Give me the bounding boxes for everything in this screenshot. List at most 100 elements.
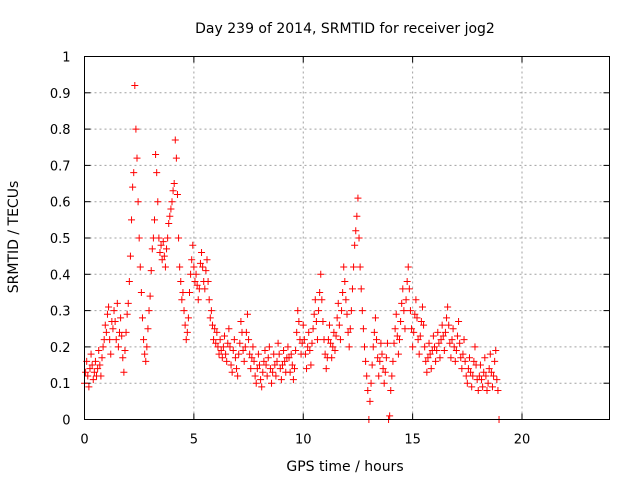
data-point [420, 321, 428, 329]
data-point [364, 386, 372, 394]
data-point [413, 314, 421, 322]
data-point [435, 339, 443, 347]
data-point [268, 379, 276, 387]
data-point [111, 317, 119, 325]
data-point [231, 354, 239, 362]
data-point [239, 347, 247, 355]
data-point [121, 347, 129, 355]
data-point [85, 383, 93, 391]
y-tick-label: 1 [62, 51, 70, 66]
data-point [388, 372, 396, 380]
y-tick-label: 0.7 [50, 159, 71, 174]
data-point [393, 332, 401, 340]
y-tick-label: 0 [62, 414, 70, 429]
data-point [102, 328, 110, 336]
data-point [131, 82, 139, 90]
data-point [421, 343, 429, 351]
data-point [306, 347, 314, 355]
y-tick-label: 0.2 [50, 341, 71, 356]
data-point [182, 336, 190, 344]
data-point [157, 241, 165, 249]
data-point [164, 234, 172, 242]
data-point [339, 288, 347, 296]
data-point [396, 336, 403, 344]
data-point [324, 336, 332, 344]
data-point [89, 376, 97, 384]
data-point [280, 347, 288, 355]
data-point [426, 350, 434, 358]
data-point [418, 303, 426, 311]
data-point [113, 299, 121, 307]
data-point [249, 343, 257, 351]
data-point [208, 321, 216, 329]
data-point [316, 288, 324, 296]
data-point [437, 336, 445, 344]
data-point [275, 350, 283, 358]
data-point [172, 154, 180, 162]
data-point [116, 328, 123, 336]
data-point [329, 343, 337, 351]
data-point [438, 321, 446, 329]
data-point [212, 339, 220, 347]
data-point [347, 307, 355, 315]
grid [84, 56, 610, 420]
data-point [367, 379, 375, 387]
data-point [331, 347, 339, 355]
data-point [448, 336, 456, 344]
data-point [315, 307, 323, 315]
y-tick-label: 0.1 [50, 377, 71, 392]
data-point [292, 347, 300, 355]
data-point [432, 357, 440, 365]
data-point [484, 379, 492, 387]
data-point [402, 296, 410, 304]
data-point [215, 350, 223, 358]
data-point [242, 328, 250, 336]
data-point [436, 354, 444, 362]
data-point [352, 227, 360, 235]
data-points [81, 82, 503, 423]
data-point [400, 307, 408, 315]
data-point [224, 339, 232, 347]
data-point [82, 368, 90, 376]
data-point [266, 365, 274, 373]
data-point [178, 296, 186, 304]
data-point [476, 361, 484, 369]
data-point [218, 354, 226, 362]
data-point [188, 256, 196, 264]
data-point [210, 336, 218, 344]
data-point [353, 212, 361, 220]
data-point [300, 336, 308, 344]
data-point [260, 357, 268, 365]
data-point [444, 303, 452, 311]
x-tick-label: 20 [514, 433, 531, 448]
data-point [163, 245, 171, 253]
data-point [293, 328, 301, 336]
data-point [415, 350, 423, 358]
data-point [237, 317, 245, 325]
data-point [433, 347, 441, 355]
data-point [376, 357, 384, 365]
data-point [248, 354, 256, 362]
data-point [354, 194, 362, 202]
data-point [281, 357, 289, 365]
data-point [205, 296, 213, 304]
data-point [183, 328, 191, 336]
data-point [469, 372, 477, 380]
data-point [301, 350, 309, 358]
data-point [295, 317, 303, 325]
data-point [335, 321, 343, 329]
data-point [204, 278, 212, 286]
data-point [158, 256, 166, 264]
data-point [241, 343, 249, 351]
data-point [434, 328, 442, 336]
data-point [256, 361, 263, 369]
data-point [206, 314, 214, 322]
data-point [137, 288, 145, 296]
data-point [406, 307, 414, 315]
data-point [403, 278, 411, 286]
data-point [142, 357, 150, 365]
data-point [186, 288, 193, 296]
data-point [236, 339, 244, 347]
x-axis-label: GPS time / hours [286, 459, 403, 475]
